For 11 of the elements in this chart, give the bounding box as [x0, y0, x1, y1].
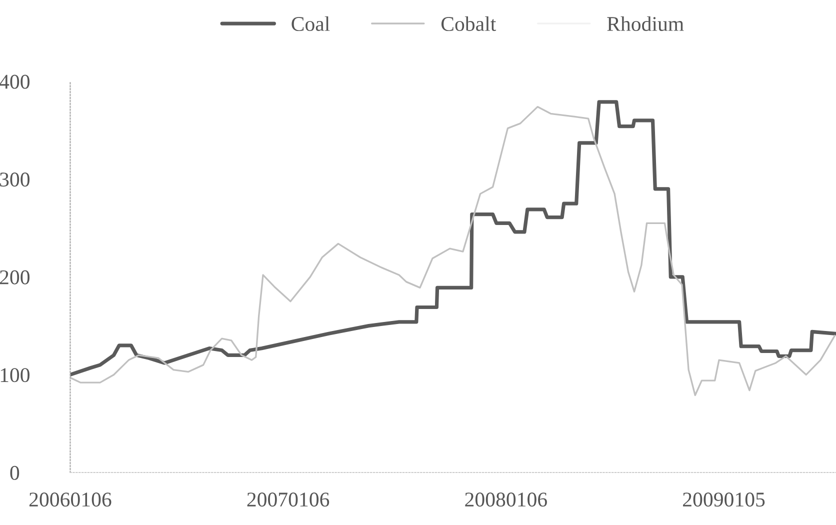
legend-label: Coal [292, 16, 330, 32]
y-tick-label: 100 [0, 368, 30, 382]
legend-label: Cobalt [441, 16, 496, 32]
y-tick-label: 0 [10, 466, 20, 480]
y-tick-label: 300 [0, 172, 30, 187]
legend-label: Rhodium [607, 16, 684, 32]
x-tick-label: 20070106 [247, 492, 330, 507]
y-tick-label: 200 [0, 270, 30, 284]
x-tick-label: 20090105 [683, 492, 765, 507]
x-tick-label: 20060106 [29, 492, 112, 507]
x-tick-label: 20080106 [465, 492, 547, 507]
